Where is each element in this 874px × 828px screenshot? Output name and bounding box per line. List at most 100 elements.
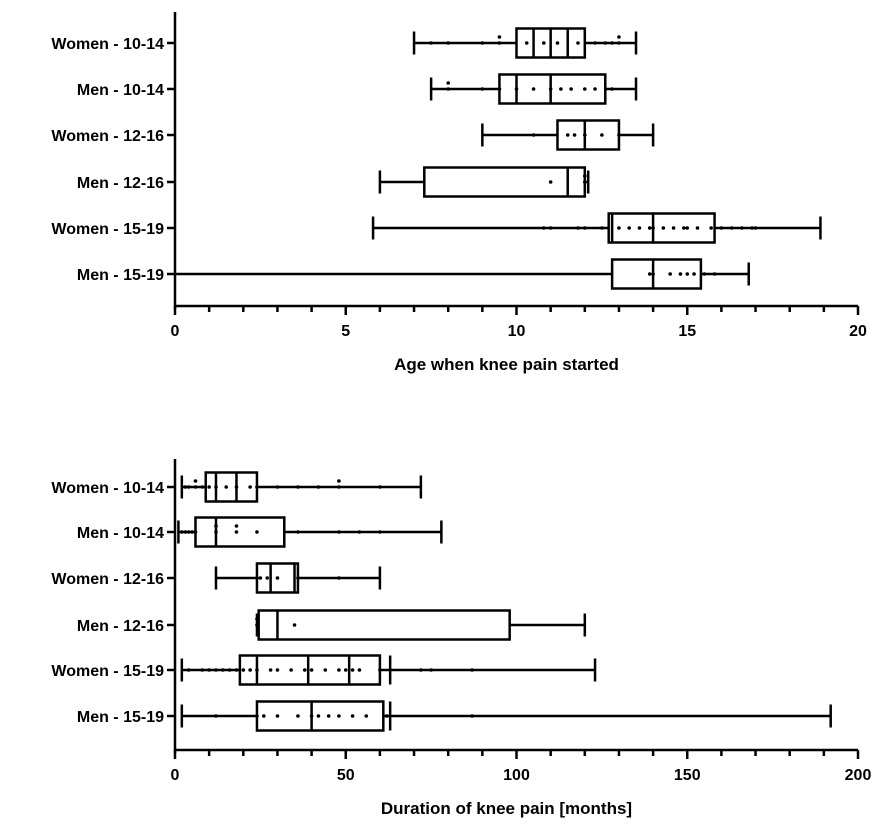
data-point bbox=[583, 87, 587, 91]
data-point bbox=[514, 87, 519, 91]
data-point bbox=[647, 272, 652, 276]
category-label: Women - 10-14 bbox=[51, 480, 164, 497]
category-label: Women - 12-16 bbox=[51, 571, 164, 588]
data-point bbox=[316, 485, 321, 489]
x-axis-title: Age when knee pain started bbox=[394, 355, 619, 374]
data-point bbox=[302, 668, 307, 672]
data-point bbox=[292, 623, 297, 627]
data-point bbox=[248, 668, 252, 672]
data-point bbox=[384, 714, 389, 718]
data-point bbox=[234, 530, 239, 534]
data-point bbox=[617, 35, 621, 39]
data-point bbox=[548, 87, 553, 91]
data-point bbox=[702, 272, 707, 276]
data-point bbox=[542, 226, 546, 230]
data-point bbox=[227, 668, 232, 672]
data-point bbox=[207, 485, 211, 489]
data-point bbox=[357, 530, 362, 534]
data-point bbox=[671, 226, 676, 230]
data-point bbox=[323, 668, 328, 672]
data-point bbox=[275, 576, 280, 580]
data-point bbox=[255, 623, 259, 627]
data-point bbox=[183, 530, 188, 534]
data-point bbox=[576, 226, 580, 230]
data-point bbox=[337, 479, 341, 483]
data-point bbox=[255, 530, 259, 534]
data-point bbox=[214, 668, 218, 672]
category-label: Men - 12-16 bbox=[77, 175, 164, 192]
data-point bbox=[603, 41, 608, 45]
x-tick-label: 10 bbox=[508, 323, 526, 340]
data-point bbox=[357, 668, 362, 672]
data-point bbox=[350, 714, 355, 718]
data-point bbox=[470, 714, 474, 718]
data-point bbox=[593, 41, 597, 45]
x-tick-label: 5 bbox=[341, 323, 350, 340]
data-point bbox=[255, 485, 259, 489]
chart-1: 0 5 10 15 20 Age when knee pain started Women … bbox=[51, 12, 867, 374]
data-point bbox=[497, 87, 502, 91]
data-point bbox=[258, 576, 263, 580]
data-point bbox=[234, 524, 239, 528]
data-point bbox=[750, 226, 754, 230]
data-point bbox=[200, 485, 205, 489]
data-point bbox=[193, 479, 198, 483]
data-point bbox=[221, 668, 225, 672]
data-point bbox=[429, 668, 433, 672]
data-point bbox=[364, 714, 369, 718]
category-label: Women - 15-19 bbox=[51, 663, 164, 680]
data-point bbox=[446, 41, 451, 45]
category-label: Men - 10-14 bbox=[77, 525, 164, 542]
data-point bbox=[617, 41, 621, 45]
data-point bbox=[378, 530, 382, 534]
data-point bbox=[524, 41, 529, 45]
data-point bbox=[685, 272, 690, 276]
data-point bbox=[548, 226, 553, 230]
data-point bbox=[214, 714, 218, 718]
data-point bbox=[234, 668, 239, 672]
category-label: Men - 15-19 bbox=[77, 709, 164, 726]
data-point bbox=[559, 87, 563, 91]
x-tick-label: 50 bbox=[337, 767, 355, 784]
data-point bbox=[548, 180, 553, 184]
data-point bbox=[214, 485, 218, 489]
data-point bbox=[470, 668, 474, 672]
x-axis-title: Duration of knee pain [months] bbox=[381, 799, 632, 818]
x-tick-label: 0 bbox=[171, 323, 180, 340]
data-point bbox=[200, 668, 205, 672]
data-point bbox=[378, 668, 382, 672]
data-point bbox=[289, 668, 293, 672]
data-point bbox=[542, 41, 546, 45]
data-point bbox=[661, 226, 666, 230]
category-label: Men - 15-19 bbox=[77, 267, 164, 284]
data-point bbox=[255, 576, 259, 580]
data-point bbox=[180, 530, 184, 534]
x-tick-label: 200 bbox=[845, 767, 872, 784]
data-point bbox=[480, 87, 485, 91]
category-label: Women - 12-16 bbox=[51, 128, 164, 145]
data-point bbox=[583, 174, 587, 178]
data-point bbox=[337, 576, 341, 580]
x-tick-label: 0 bbox=[171, 767, 180, 784]
data-point bbox=[309, 714, 314, 718]
data-point bbox=[583, 180, 587, 184]
data-point bbox=[617, 133, 621, 137]
data-point bbox=[309, 668, 314, 672]
data-point bbox=[337, 714, 341, 718]
data-point bbox=[729, 226, 734, 230]
data-point bbox=[569, 87, 573, 91]
data-point bbox=[678, 272, 683, 276]
data-point bbox=[572, 133, 577, 137]
category-label: Men - 10-14 bbox=[77, 82, 164, 99]
x-tick-label: 100 bbox=[503, 767, 530, 784]
data-point bbox=[296, 576, 300, 580]
data-point bbox=[378, 485, 382, 489]
data-point bbox=[316, 714, 321, 718]
data-point bbox=[207, 668, 211, 672]
data-point bbox=[497, 35, 502, 39]
data-point bbox=[583, 226, 587, 230]
data-point bbox=[296, 485, 300, 489]
data-point bbox=[531, 87, 536, 91]
data-point bbox=[600, 133, 604, 137]
data-point bbox=[497, 41, 502, 45]
